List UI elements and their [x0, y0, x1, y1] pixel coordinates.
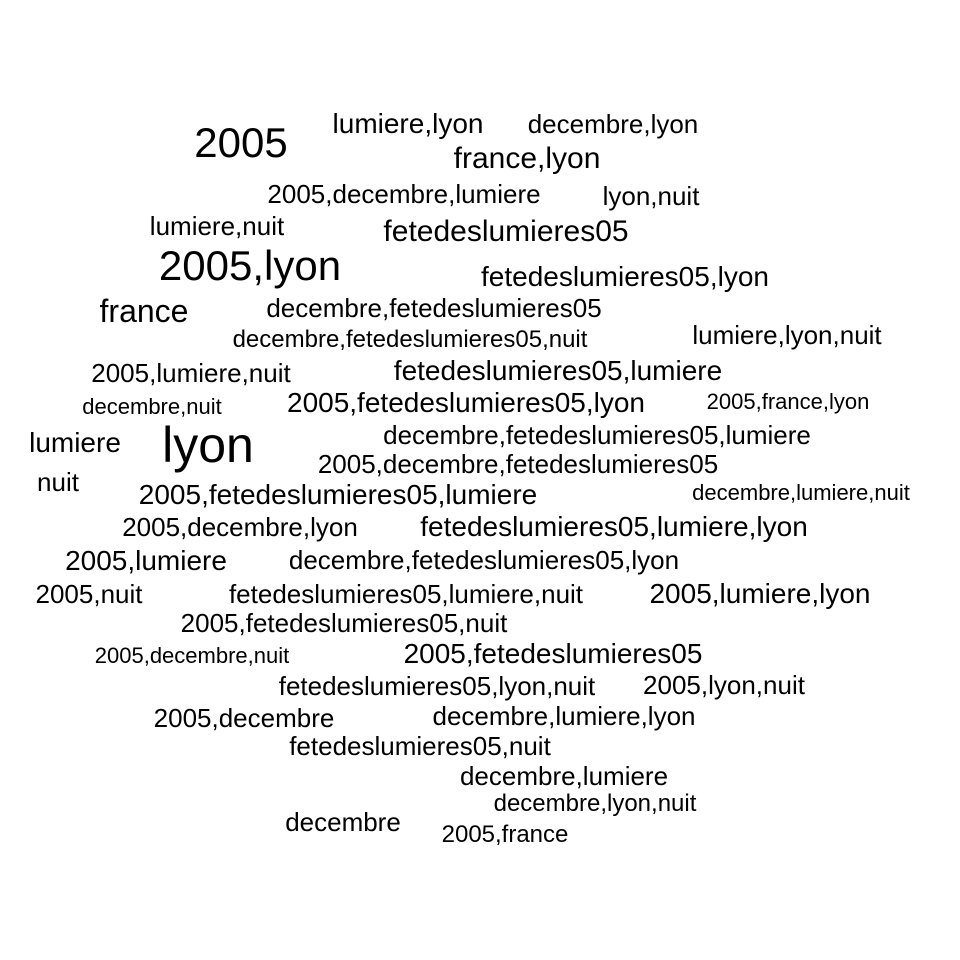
word-fetedeslumieres05-lumiere: fetedeslumieres05,lumiere [393, 355, 723, 386]
word-2005-fetedeslumieres05: 2005,fetedeslumieres05 [403, 638, 703, 669]
word-2005-fetedeslumieres05-lumiere: 2005,fetedeslumieres05,lumiere [138, 479, 538, 510]
word-lyon-nuit: lyon,nuit [602, 181, 700, 211]
word-2005-fetedeslumieres05-lyon: 2005,fetedeslumieres05,lyon [286, 387, 646, 418]
word-2005: 2005 [194, 119, 288, 166]
word-2005-lumiere: 2005,lumiere [65, 545, 227, 576]
word-fetedeslumieres05: fetedeslumieres05 [383, 215, 629, 248]
word-decembre-lyon-nuit: decembre,lyon,nuit [493, 790, 697, 817]
word-france: france [99, 293, 189, 329]
word-2005-decembre-lyon: 2005,decembre,lyon [122, 512, 358, 542]
word-2005-france: 2005,france [441, 821, 569, 848]
word-lumiere: lumiere [29, 427, 121, 458]
word-2005-lyon: 2005,lyon [158, 242, 342, 289]
word-decembre: decembre [285, 807, 401, 837]
word-decembre-fetedeslumieres05: decembre,fetedeslumieres05 [266, 293, 602, 323]
word-lumiere-nuit: lumiere,nuit [149, 211, 285, 241]
word-2005-decembre: 2005,decembre [153, 703, 335, 733]
word-decembre-fetedeslumieres05-lyon: decembre,fetedeslumieres05,lyon [288, 545, 680, 575]
word-decembre-fetedeslumieres05-nuit: decembre,fetedeslumieres05,nuit [232, 326, 588, 353]
word-nuit: nuit [37, 467, 79, 497]
word-2005-france-lyon: 2005,france,lyon [706, 389, 870, 414]
word-fetedeslumieres05-lumiere-lyon: fetedeslumieres05,lumiere,lyon [420, 511, 808, 542]
word-fetedeslumieres05-lyon-nuit: fetedeslumieres05,lyon,nuit [278, 671, 596, 701]
word-france-lyon: france,lyon [453, 142, 601, 175]
word-2005-lumiere-lyon: 2005,lumiere,lyon [649, 578, 871, 609]
word-2005-decembre-nuit: 2005,decembre,nuit [94, 643, 290, 668]
word-lumiere-lyon: lumiere,lyon [332, 108, 484, 139]
word-2005-lumiere-nuit: 2005,lumiere,nuit [91, 358, 291, 388]
word-lyon: lyon [162, 417, 254, 473]
word-2005-lyon-nuit: 2005,lyon,nuit [643, 670, 805, 700]
word-2005-nuit: 2005,nuit [35, 579, 143, 609]
word-fetedeslumieres05-nuit: fetedeslumieres05,nuit [289, 731, 551, 761]
word-2005-decembre-fetedeslumieres05: 2005,decembre,fetedeslumieres05 [317, 449, 719, 479]
word-decembre-nuit: decembre,nuit [82, 394, 222, 419]
word-fetedeslumieres05-lumiere-nuit: fetedeslumieres05,lumiere,nuit [228, 579, 584, 609]
word-decembre-lumiere: decembre,lumiere [459, 761, 669, 791]
word-decembre-lyon: decembre,lyon [527, 109, 699, 139]
word-decembre-lumiere-nuit: decembre,lumiere,nuit [692, 480, 910, 505]
word-fetedeslumieres05-lyon: fetedeslumieres05,lyon [481, 261, 769, 292]
word-2005-fetedeslumieres05-nuit: 2005,fetedeslumieres05,nuit [180, 608, 508, 638]
word-decembre-fetedeslumieres05-lumiere: decembre,fetedeslumieres05,lumiere [383, 420, 811, 450]
word-2005-decembre-lumiere: 2005,decembre,lumiere [267, 179, 541, 209]
word-lumiere-lyon-nuit: lumiere,lyon,nuit [692, 320, 882, 350]
word-decembre-lumiere-lyon: decembre,lumiere,lyon [432, 701, 696, 731]
